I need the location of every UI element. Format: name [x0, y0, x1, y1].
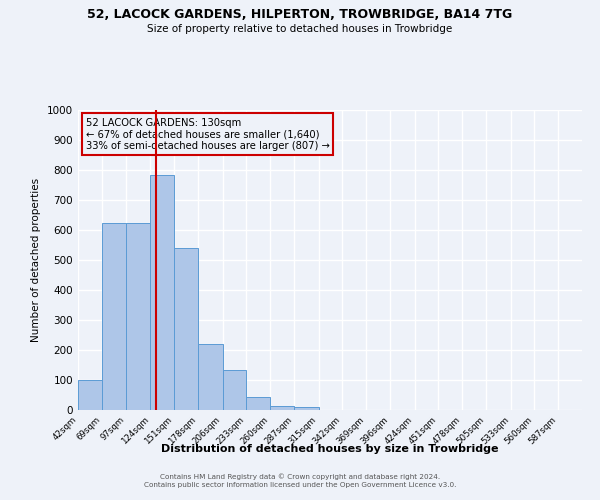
Bar — [246, 397, 270, 410]
Bar — [127, 224, 150, 410]
Bar — [223, 370, 246, 410]
Y-axis label: Number of detached properties: Number of detached properties — [31, 178, 41, 342]
Bar — [294, 407, 319, 410]
Text: Distribution of detached houses by size in Trowbridge: Distribution of detached houses by size … — [161, 444, 499, 454]
Text: Size of property relative to detached houses in Trowbridge: Size of property relative to detached ho… — [148, 24, 452, 34]
Bar — [102, 224, 127, 410]
Bar — [174, 248, 198, 410]
Text: 52 LACOCK GARDENS: 130sqm
← 67% of detached houses are smaller (1,640)
33% of se: 52 LACOCK GARDENS: 130sqm ← 67% of detac… — [86, 118, 329, 150]
Bar — [150, 174, 174, 410]
Bar — [78, 380, 102, 410]
Text: 52, LACOCK GARDENS, HILPERTON, TROWBRIDGE, BA14 7TG: 52, LACOCK GARDENS, HILPERTON, TROWBRIDG… — [88, 8, 512, 20]
Bar — [198, 344, 223, 410]
Text: Contains HM Land Registry data © Crown copyright and database right 2024.
Contai: Contains HM Land Registry data © Crown c… — [144, 473, 456, 488]
Bar — [270, 406, 294, 410]
